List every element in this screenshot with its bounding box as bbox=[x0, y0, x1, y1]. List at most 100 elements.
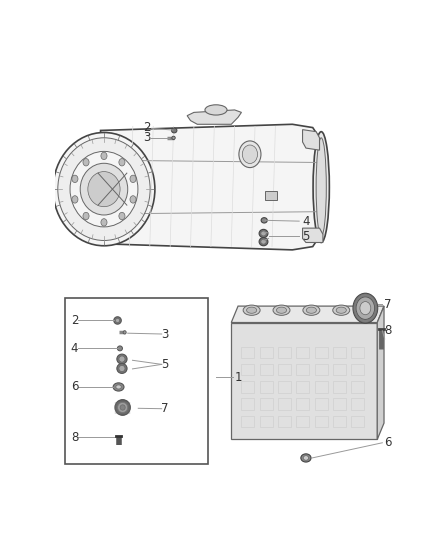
Bar bbox=[315, 381, 328, 393]
Ellipse shape bbox=[276, 307, 286, 313]
Ellipse shape bbox=[120, 405, 125, 410]
Bar bbox=[297, 416, 309, 427]
Bar bbox=[278, 364, 291, 375]
Ellipse shape bbox=[88, 172, 120, 207]
Bar bbox=[351, 364, 364, 375]
Ellipse shape bbox=[247, 307, 257, 313]
Bar bbox=[333, 399, 346, 410]
Text: 3: 3 bbox=[143, 131, 150, 144]
Ellipse shape bbox=[301, 454, 311, 462]
Ellipse shape bbox=[273, 305, 290, 316]
Ellipse shape bbox=[119, 366, 125, 372]
Text: 1: 1 bbox=[234, 370, 242, 384]
Bar bbox=[297, 347, 309, 358]
Text: 3: 3 bbox=[161, 327, 169, 341]
Bar bbox=[297, 381, 309, 393]
Bar bbox=[315, 399, 328, 410]
Ellipse shape bbox=[360, 302, 371, 314]
Text: 8: 8 bbox=[384, 324, 392, 337]
Ellipse shape bbox=[261, 239, 266, 244]
Ellipse shape bbox=[333, 305, 350, 316]
Ellipse shape bbox=[119, 356, 125, 362]
Ellipse shape bbox=[303, 305, 320, 316]
Ellipse shape bbox=[316, 138, 326, 236]
Ellipse shape bbox=[116, 318, 120, 322]
Polygon shape bbox=[377, 306, 384, 440]
Ellipse shape bbox=[117, 346, 123, 351]
Bar bbox=[260, 364, 273, 375]
Bar bbox=[351, 399, 364, 410]
Circle shape bbox=[119, 212, 125, 220]
Ellipse shape bbox=[205, 105, 227, 115]
Text: 5: 5 bbox=[161, 358, 169, 371]
Text: 2: 2 bbox=[143, 121, 150, 134]
Circle shape bbox=[83, 158, 89, 166]
Polygon shape bbox=[231, 306, 384, 322]
Text: 7: 7 bbox=[161, 402, 169, 415]
Ellipse shape bbox=[123, 330, 126, 334]
Bar bbox=[315, 416, 328, 427]
Circle shape bbox=[101, 219, 107, 226]
Ellipse shape bbox=[313, 132, 329, 243]
Bar bbox=[241, 399, 254, 410]
Bar bbox=[260, 416, 273, 427]
Ellipse shape bbox=[117, 402, 128, 413]
Bar bbox=[351, 347, 364, 358]
Text: 7: 7 bbox=[384, 297, 392, 311]
Bar bbox=[260, 381, 273, 393]
Circle shape bbox=[72, 196, 78, 203]
Text: 6: 6 bbox=[71, 381, 78, 393]
Bar bbox=[351, 381, 364, 393]
Ellipse shape bbox=[303, 456, 309, 460]
Ellipse shape bbox=[239, 141, 261, 167]
Bar bbox=[333, 347, 346, 358]
Circle shape bbox=[83, 212, 89, 220]
Circle shape bbox=[119, 158, 125, 166]
Polygon shape bbox=[303, 130, 320, 150]
Circle shape bbox=[130, 196, 136, 203]
Bar bbox=[333, 381, 346, 393]
Text: 5: 5 bbox=[303, 230, 310, 243]
Bar bbox=[278, 399, 291, 410]
Circle shape bbox=[101, 152, 107, 159]
Ellipse shape bbox=[53, 133, 155, 246]
Ellipse shape bbox=[70, 151, 138, 227]
Ellipse shape bbox=[242, 145, 258, 164]
Ellipse shape bbox=[172, 136, 175, 140]
Text: 4: 4 bbox=[303, 215, 310, 228]
Text: 2: 2 bbox=[71, 314, 78, 327]
Bar bbox=[241, 381, 254, 393]
Text: 8: 8 bbox=[71, 431, 78, 444]
Ellipse shape bbox=[117, 354, 127, 364]
Bar bbox=[260, 399, 273, 410]
Bar bbox=[297, 364, 309, 375]
Ellipse shape bbox=[353, 293, 378, 323]
Ellipse shape bbox=[356, 297, 374, 319]
Ellipse shape bbox=[243, 305, 260, 316]
Circle shape bbox=[72, 175, 78, 183]
Bar bbox=[315, 364, 328, 375]
Polygon shape bbox=[231, 322, 377, 440]
Polygon shape bbox=[303, 228, 323, 243]
Ellipse shape bbox=[116, 385, 121, 389]
Text: 6: 6 bbox=[384, 437, 392, 449]
Bar bbox=[315, 347, 328, 358]
Bar bbox=[333, 364, 346, 375]
Bar bbox=[241, 347, 254, 358]
Ellipse shape bbox=[80, 163, 128, 215]
Ellipse shape bbox=[336, 307, 346, 313]
Ellipse shape bbox=[58, 138, 150, 240]
Text: 4: 4 bbox=[71, 342, 78, 355]
Bar bbox=[278, 416, 291, 427]
Ellipse shape bbox=[306, 307, 317, 313]
Ellipse shape bbox=[261, 217, 267, 223]
Ellipse shape bbox=[115, 400, 130, 415]
Bar bbox=[241, 364, 254, 375]
Bar bbox=[65, 298, 208, 464]
Circle shape bbox=[130, 175, 136, 183]
Ellipse shape bbox=[261, 231, 266, 236]
Ellipse shape bbox=[113, 383, 124, 391]
Bar bbox=[265, 191, 277, 200]
Ellipse shape bbox=[117, 364, 127, 374]
Polygon shape bbox=[101, 124, 323, 250]
